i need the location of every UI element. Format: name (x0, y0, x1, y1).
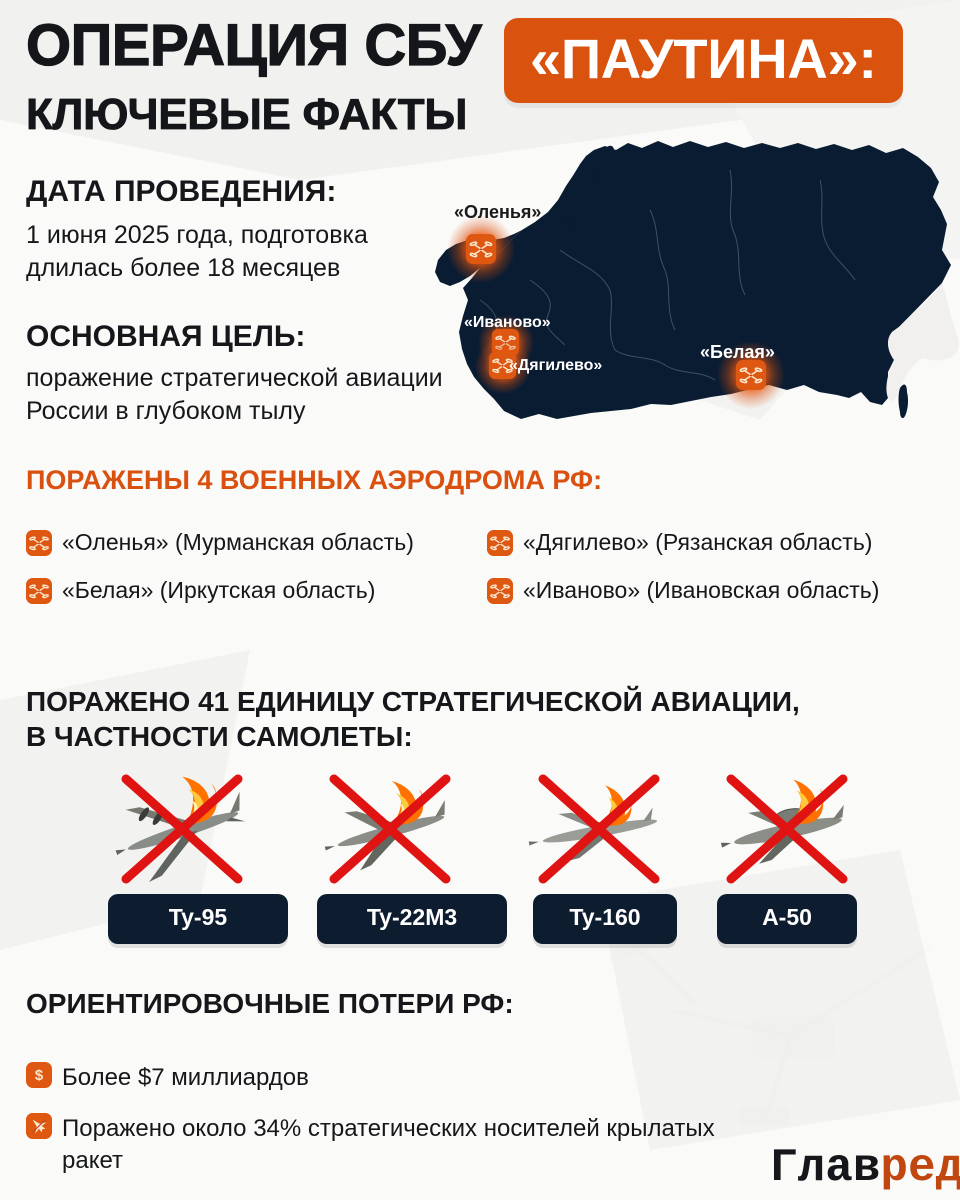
svg-text:$: $ (35, 1067, 44, 1084)
